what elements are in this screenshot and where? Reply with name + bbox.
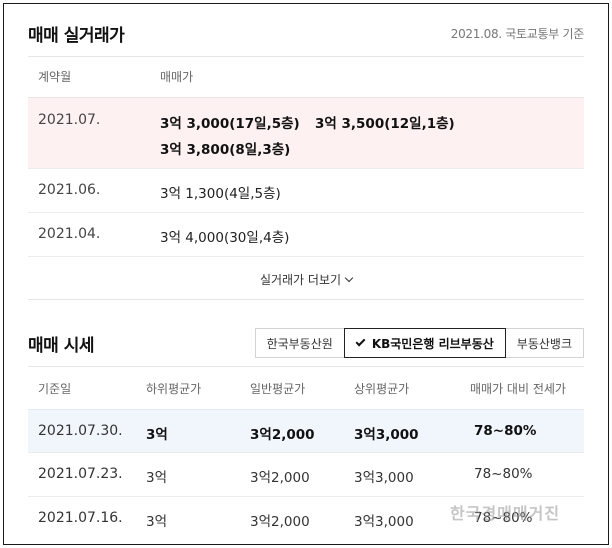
market-header: 매매 시세 (28, 318, 94, 368)
transaction-date: 2021.07. (38, 112, 101, 128)
tab-label: 한국부동산원 (266, 336, 333, 351)
transactions-header: 매매 실거래가 2021.08. 국토교통부 기준 (28, 8, 584, 58)
tab-label: KB국민은행 리브부동산 (371, 336, 494, 351)
low-avg-price: 3억 (146, 427, 168, 443)
low-avg-price: 3억 (146, 514, 168, 530)
normal-avg-price: 3억2,000 (250, 427, 315, 443)
transaction-price: 3억 3,800(8일,3층) (160, 142, 291, 158)
base-date: 2021.07.16. (38, 510, 123, 526)
chevron-down-icon (344, 273, 354, 283)
tab-korea-real-estate-board[interactable]: 한국부동산원 (254, 328, 345, 358)
high-avg-price: 3억3,000 (354, 470, 414, 486)
transaction-row: 2021.06. 3억 1,300(4일,5층) (28, 169, 584, 213)
source-tabs: 한국부동산원 KB국민은행 리브부동산 부동산뱅크 (254, 328, 584, 358)
transactions-source-note: 2021.08. 국토교통부 기준 (450, 26, 585, 41)
market-row: 2021.07.23. 3억 3억2,000 3억3,000 78~80% (28, 453, 584, 497)
watermark-text: 한국경매매거진 (450, 504, 561, 523)
jeonse-ratio: 78~80% (474, 466, 533, 482)
normal-avg-price: 3억2,000 (250, 470, 310, 486)
high-avg-price: 3억3,000 (354, 427, 419, 443)
high-avg-price: 3억3,000 (354, 514, 414, 530)
base-date: 2021.07.23. (38, 466, 123, 482)
check-icon (355, 336, 366, 346)
col-jeonse-ratio: 매매가 대비 전세가 (470, 382, 566, 396)
col-normal-avg: 일반평균가 (250, 382, 306, 396)
transaction-price: 3억 4,000(30일,4층) (160, 230, 290, 246)
transaction-row: 2021.07. 3억 3,000(17일,5층) 3억 3,500(12일,1… (28, 97, 584, 169)
divider (28, 299, 584, 300)
transaction-row: 2021.04. 3억 4,000(30일,4층) (28, 213, 584, 257)
market-row: 2021.07.30. 3억 3억2,000 3억3,000 78~80% (28, 409, 584, 453)
base-date: 2021.07.30. (38, 423, 123, 439)
transaction-price: 3억 1,300(4일,5층) (160, 186, 281, 202)
transaction-date: 2021.04. (38, 226, 101, 242)
tab-kb-liiv-real-estate[interactable]: KB국민은행 리브부동산 (343, 328, 506, 358)
market-title: 매매 시세 (28, 335, 94, 356)
more-transactions-link[interactable]: 실거래가 더보기 (4, 271, 608, 288)
transaction-price: 3억 3,500(12일,1층) (315, 116, 455, 132)
divider (28, 56, 584, 57)
market-row: 2021.07.16. 3억 3억2,000 3억3,000 78~80% (28, 497, 584, 541)
transaction-date: 2021.06. (38, 182, 101, 198)
col-sale-price: 매매가 (160, 70, 194, 84)
jeonse-ratio: 78~80% (474, 510, 533, 526)
divider (28, 366, 584, 367)
col-contract-month: 계약월 (38, 70, 72, 84)
transactions-title: 매매 실거래가 (28, 25, 125, 46)
normal-avg-price: 3억2,000 (250, 514, 310, 530)
col-base-date: 기준일 (38, 382, 72, 396)
more-transactions-label: 실거래가 더보기 (259, 273, 342, 287)
jeonse-ratio: 78~80% (474, 423, 537, 439)
content-frame: 매매 실거래가 2021.08. 국토교통부 기준 계약월 매매가 2021.0… (3, 3, 609, 545)
col-low-avg: 하위평균가 (146, 382, 202, 396)
low-avg-price: 3억 (146, 470, 168, 486)
tab-label: 부동산뱅크 (516, 336, 572, 351)
col-high-avg: 상위평균가 (354, 382, 410, 396)
tab-real-estate-bank[interactable]: 부동산뱅크 (504, 328, 584, 358)
transaction-price: 3억 3,000(17일,5층) (160, 116, 300, 132)
